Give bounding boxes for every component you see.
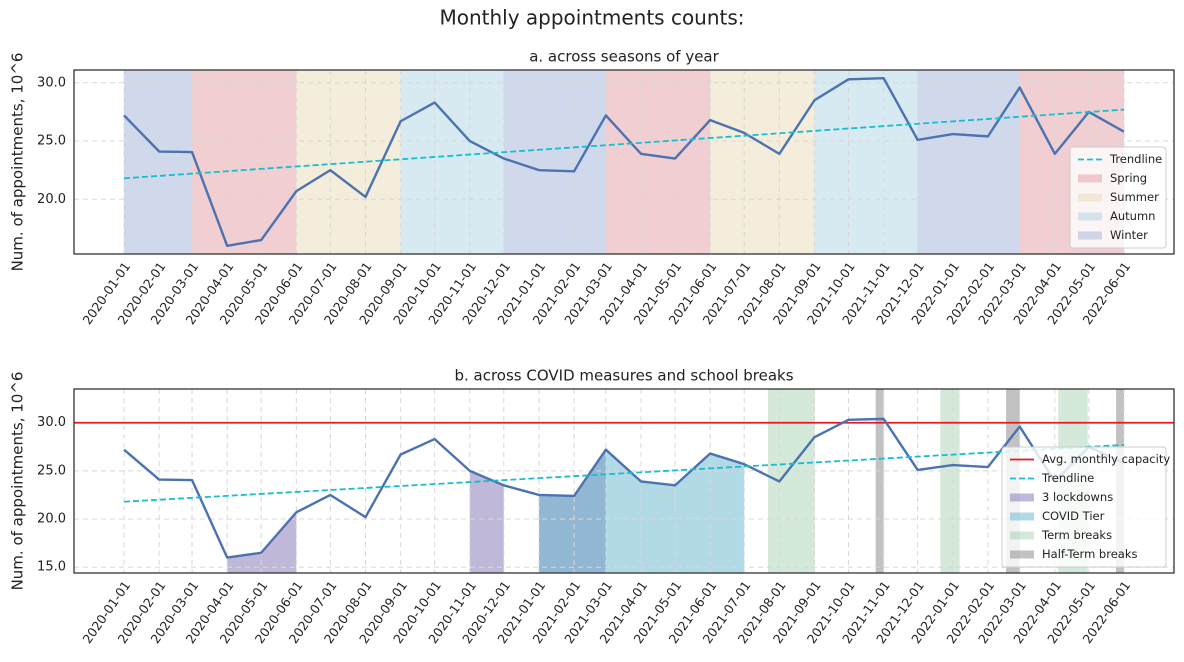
legend-label: Winter [1110, 228, 1148, 242]
legend-label: Avg. monthly capacity [1042, 452, 1170, 466]
legend-label: Autumn [1110, 209, 1155, 223]
axes-frame [73, 388, 1175, 574]
legend-label: Spring [1110, 171, 1147, 185]
legend-swatch [1078, 212, 1102, 221]
subplot-title: b. across COVID measures and school brea… [454, 367, 793, 385]
legend-swatch [1010, 531, 1034, 540]
trend-line [123, 443, 1125, 503]
span [605, 70, 711, 254]
legend-label: COVID Tier [1042, 509, 1105, 523]
y-tick-label: 25.0 [37, 134, 66, 149]
span [192, 70, 297, 254]
legend-swatch [1010, 550, 1034, 559]
legend-label: Summer [1110, 190, 1159, 204]
data-line [123, 417, 1125, 559]
axes-frame [73, 69, 1175, 255]
span [917, 70, 1020, 254]
y-axis-label: Num. of appointments, 10^6 [9, 53, 27, 272]
legend-swatch [1078, 193, 1102, 202]
legend: Avg. monthly capacity Trendline 3 lockdown… [1001, 446, 1170, 568]
y-tick-label: 20.0 [37, 192, 66, 207]
span [710, 70, 815, 254]
legend-swatch [1010, 512, 1034, 521]
subplot-title: a. across seasons of year [529, 48, 719, 66]
legend-label: Half-Term breaks [1042, 547, 1137, 561]
data-line [123, 76, 1125, 248]
y-axis-label: Num. of appointments, 10^6 [9, 372, 27, 591]
span-fill [538, 449, 745, 573]
span-fill [469, 470, 504, 573]
span [767, 389, 815, 573]
legend-swatch [1078, 174, 1102, 183]
subplot: 2020-01-012020-02-012020-03-012020-04-01… [9, 48, 1175, 327]
legend: Trendline Spring Summer Autumn Winter [1069, 146, 1167, 249]
legend-swatch [1010, 493, 1034, 502]
span [503, 70, 606, 254]
span [875, 389, 884, 573]
figure-title: Monthly appointments counts: [439, 6, 744, 30]
span [124, 70, 193, 254]
trend-line [123, 108, 1125, 180]
legend-label: Trendline [1041, 471, 1094, 485]
y-tick-label: 30.0 [37, 75, 66, 90]
y-tick-label: 25.0 [37, 463, 66, 478]
span-fill [227, 512, 297, 573]
y-tick-label: 15.0 [37, 560, 66, 575]
legend-box [1001, 446, 1167, 568]
span [940, 389, 960, 573]
span [814, 70, 918, 254]
y-tick-label: 30.0 [37, 415, 66, 430]
legend-box [1069, 146, 1167, 249]
legend-swatch [1078, 231, 1102, 240]
y-tick-label: 20.0 [37, 512, 66, 527]
legend-label: Trendline [1109, 152, 1162, 166]
legend-label: Term breaks [1041, 528, 1112, 542]
plot-area [74, 70, 1174, 254]
subplot: 2020-01-012020-02-012020-03-012020-04-01… [9, 367, 1175, 646]
span [400, 70, 504, 254]
legend-label: 3 lockdowns [1042, 490, 1113, 504]
